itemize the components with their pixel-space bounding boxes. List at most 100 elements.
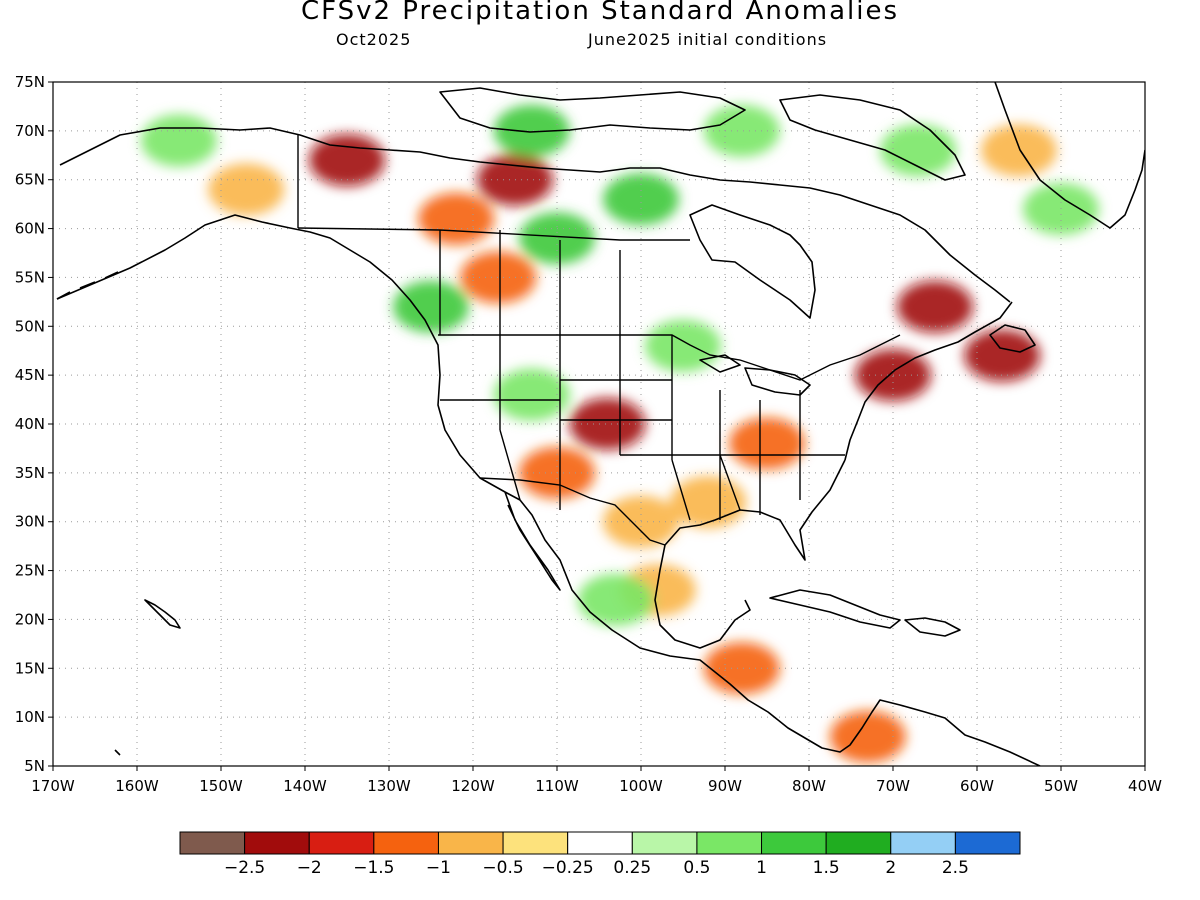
colorbar-swatch — [761, 831, 827, 855]
us-east-coastline — [844, 301, 1013, 461]
latitude-tick-labels: 75N 70N 65N 60N 55N 50N 45N 40N 35N 30N 25N 20N 15N 1… — [15, 73, 53, 775]
colorbar-label: −1 — [426, 858, 451, 878]
us-mexico-border — [479, 477, 666, 546]
anomaly-region-12 — [897, 280, 973, 333]
valid-month-label: Oct2025 — [336, 30, 412, 49]
colorbar-label: −0.25 — [542, 858, 594, 878]
lon-tick-label: 110W — [535, 777, 579, 795]
baffin-coastline — [779, 94, 966, 181]
colorbar-label: −2 — [297, 858, 322, 878]
anomaly-region-7 — [393, 280, 469, 333]
colorbar-label: 0.5 — [683, 858, 710, 878]
colorbar-label: 0.25 — [613, 858, 651, 878]
us-state-borders — [440, 335, 845, 521]
anomaly-region-14 — [964, 329, 1041, 382]
lat-tick-label: 15N — [15, 659, 45, 677]
lon-tick-label: 130W — [367, 777, 411, 795]
lon-tick-label: 140W — [283, 777, 327, 795]
colorbar-swatch — [696, 831, 763, 855]
lat-tick-label: 10N — [15, 708, 45, 726]
lat-tick-label: 25N — [15, 562, 45, 580]
north-america-coastline — [56, 214, 1041, 766]
arctic-coastline — [59, 127, 1011, 303]
arctic-islands-coastline — [439, 87, 746, 133]
lat-tick-label: 45N — [15, 366, 45, 384]
lon-tick-label: 50W — [1044, 777, 1078, 795]
colorbar-label: 1 — [756, 858, 767, 878]
colorbar-swatch — [244, 831, 310, 855]
lat-tick-label: 70N — [15, 122, 45, 140]
lon-tick-label: 100W — [619, 777, 663, 795]
lon-tick-label: 160W — [115, 777, 159, 795]
canada-province-borders — [297, 227, 690, 335]
colorbar-swatch — [631, 831, 698, 855]
cuba-coastline — [769, 589, 901, 629]
anomaly-region-24 — [577, 573, 654, 626]
map-title: CFSv2 Precipitation Standard Anomalies — [300, 0, 900, 26]
hudson-bay-coastline — [689, 204, 816, 319]
colorbar-label: 2.5 — [942, 858, 969, 878]
anomaly-region-9 — [493, 104, 570, 157]
lat-tick-label: 40N — [15, 415, 45, 433]
lon-tick-label: 40W — [1128, 777, 1162, 795]
anomaly-region-6 — [603, 173, 679, 226]
colorbar-label: −2.5 — [224, 858, 265, 878]
lat-tick-label: 5N — [24, 757, 45, 775]
anomaly-region-0 — [141, 114, 217, 167]
coastlines — [56, 82, 1145, 766]
lon-tick-label: 120W — [451, 777, 495, 795]
lon-tick-label: 60W — [960, 777, 994, 795]
lon-tick-label: 80W — [792, 777, 826, 795]
lat-tick-label: 35N — [15, 464, 45, 482]
political-borders — [297, 135, 901, 546]
colorbar-label: 2 — [885, 858, 896, 878]
colorbar-swatch — [502, 831, 569, 855]
greenland-coastline — [994, 82, 1145, 229]
colorbar-swatch — [179, 831, 246, 855]
colorbar-swatch — [437, 831, 504, 855]
lat-tick-label: 50N — [15, 317, 45, 335]
newfoundland-coastline — [989, 324, 1036, 353]
anomaly-region-20 — [493, 368, 570, 421]
lon-tick-label: 170W — [31, 777, 75, 795]
lat-tick-label: 75N — [15, 73, 45, 91]
anomaly-region-4 — [418, 192, 495, 245]
anomaly-region-27 — [1023, 183, 1099, 236]
colorbar-swatch — [825, 831, 892, 855]
lat-tick-label: 55N — [15, 268, 45, 286]
anomaly-region-21 — [645, 319, 721, 372]
colorbar-label: −0.5 — [482, 858, 523, 878]
anomaly-region-23 — [703, 642, 780, 695]
colorbar-swatch — [954, 831, 1021, 855]
anomaly-region-1 — [208, 163, 285, 216]
lat-tick-label: 60N — [15, 220, 45, 238]
gulf-coastline — [654, 459, 846, 649]
colorbar-swatch — [373, 831, 439, 855]
colorbar-label: 1.5 — [813, 858, 840, 878]
anomaly-region-17 — [729, 417, 805, 470]
anomaly-region-18 — [670, 476, 747, 529]
colorbar-label: −1.5 — [353, 858, 394, 878]
colorbar-swatch — [567, 831, 633, 855]
anomaly-region-2 — [309, 134, 385, 187]
colorbar: −2.5 −2 −1.5 −1 −0.5 −0.25 0.25 0.5 1 1.5 2 2.5 — [179, 831, 1021, 878]
longitude-tick-labels: 170W 160W 150W 140W 130W 120W 110W 100W 90W 80W 70… — [31, 766, 1162, 795]
baja-coastline — [504, 491, 561, 591]
initial-conditions-label: June2025 initial conditions — [588, 30, 828, 49]
aleutian-coastline — [56, 271, 119, 300]
anomaly-region-11 — [880, 124, 957, 177]
hawaii-coastline — [114, 599, 181, 756]
anomaly-region-26 — [981, 124, 1057, 177]
anomaly-region-8 — [460, 251, 537, 304]
lat-tick-label: 20N — [15, 610, 45, 628]
colorbar-swatch — [890, 831, 956, 855]
lat-tick-label: 65N — [15, 171, 45, 189]
lon-tick-label: 70W — [876, 777, 910, 795]
colorbar-swatch — [308, 831, 375, 855]
lon-tick-label: 150W — [199, 777, 243, 795]
hispaniola-coastline — [904, 617, 961, 637]
anomaly-region-10 — [703, 104, 780, 157]
us-canada-border — [438, 334, 901, 381]
anomaly-region-25 — [829, 710, 906, 763]
